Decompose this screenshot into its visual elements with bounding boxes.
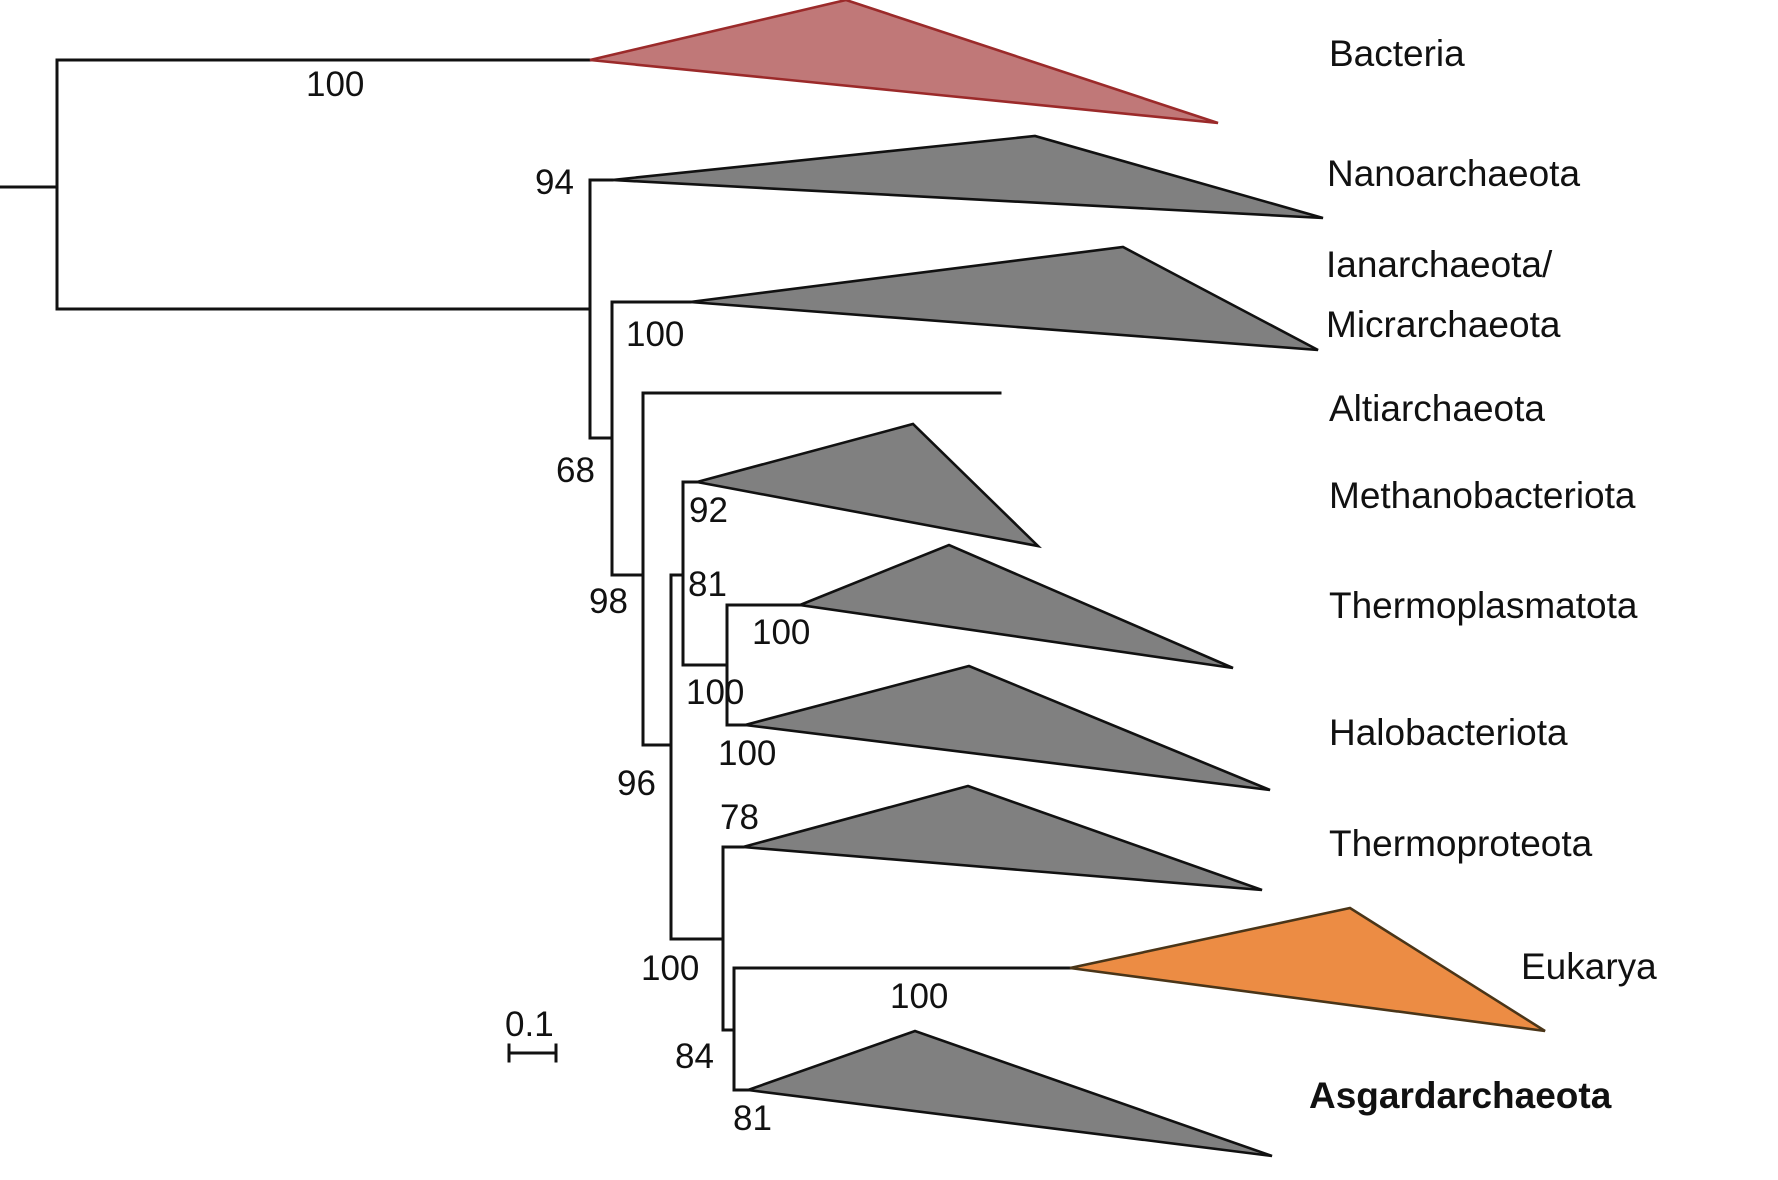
support-value-81a: 81	[688, 565, 727, 604]
scale-bar-label: 0.1	[505, 1005, 554, 1044]
asgardarchaeota-label: Asgardarchaeota	[1309, 1075, 1612, 1116]
thermoplasmatota-clade-triangle	[795, 543, 1234, 670]
halobacteriota-label: Halobacteriota	[1329, 712, 1568, 753]
nanoarchaeota-clade-triangle	[611, 134, 1324, 220]
support-value-84: 84	[675, 1037, 714, 1076]
ianarchaeota-clade-triangle	[689, 245, 1319, 352]
nanoarchaeota-label: Nanoarchaeota	[1327, 153, 1580, 194]
taxon-labels: Bacteria Nanoarchaeota Ianarchaeota/Micrar…	[1309, 33, 1657, 1116]
thermoproteota-label: Thermoproteota	[1329, 823, 1593, 864]
thermoproteota-clade-triangle	[742, 784, 1263, 892]
eukarya-label: Eukarya	[1521, 946, 1657, 987]
support-value-asgard: 81	[733, 1099, 772, 1138]
methanobacteriota-label: Methanobacteriota	[1329, 475, 1636, 516]
support-value-thermoprot: 78	[720, 798, 759, 837]
asgardarchaeota-clade-triangle	[747, 1029, 1273, 1158]
support-value-98: 98	[589, 582, 628, 621]
support-value-ian: 100	[626, 315, 684, 354]
tree-branches	[0, 58, 1072, 1092]
ianarchaeota-label: Ianarchaeota/	[1326, 244, 1553, 285]
support-value-96: 96	[617, 764, 656, 803]
support-value-eukarya: 100	[890, 977, 948, 1016]
methanobacteriota-clade-triangle	[696, 422, 1042, 549]
scale-bar: 0.1	[505, 1005, 558, 1063]
eukarya-clade-triangle	[1069, 906, 1546, 1033]
support-value-th-halo: 100	[686, 673, 744, 712]
ianarchaeota-label-line2: Micrarchaeota	[1326, 304, 1561, 345]
bacteria-clade-triangle	[589, 0, 1219, 125]
support-value-100c: 100	[641, 949, 699, 988]
support-value-68: 68	[556, 451, 595, 490]
altiarchaeota-label: Altiarchaeota	[1329, 388, 1545, 429]
support-value-thermoplasma: 100	[752, 613, 810, 652]
support-value-nano: 94	[535, 163, 574, 202]
support-value-bacteria: 100	[306, 65, 364, 104]
bacteria-label: Bacteria	[1329, 33, 1465, 74]
collapsed-clades	[589, 0, 1546, 1158]
support-value-methano: 92	[689, 491, 728, 530]
support-value-halo: 100	[718, 734, 776, 773]
thermoplasmatota-label: Thermoplasmatota	[1329, 585, 1638, 626]
halobacteriota-clade-triangle	[744, 664, 1271, 792]
